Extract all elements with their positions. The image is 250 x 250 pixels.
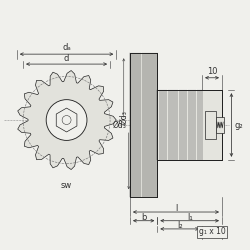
Text: b: b bbox=[141, 213, 146, 222]
Text: l₁: l₁ bbox=[187, 213, 192, 222]
Polygon shape bbox=[56, 108, 77, 132]
Text: d: d bbox=[64, 54, 69, 62]
Circle shape bbox=[62, 116, 71, 124]
Text: sw: sw bbox=[61, 181, 72, 190]
Bar bbox=[157, 90, 222, 160]
Text: dₐ: dₐ bbox=[62, 43, 71, 52]
Text: 10: 10 bbox=[207, 67, 217, 76]
Bar bbox=[216, 117, 224, 133]
Text: Ød₃: Ød₃ bbox=[119, 110, 128, 124]
Polygon shape bbox=[18, 70, 116, 170]
Text: g₁ x 10: g₁ x 10 bbox=[199, 228, 226, 236]
Text: g₂: g₂ bbox=[234, 120, 243, 130]
Bar bbox=[130, 53, 157, 197]
Text: l₂: l₂ bbox=[177, 221, 182, 230]
Text: l: l bbox=[175, 204, 177, 213]
Circle shape bbox=[46, 100, 87, 140]
Bar bbox=[204, 111, 216, 139]
Text: Ød₃: Ød₃ bbox=[112, 120, 126, 130]
